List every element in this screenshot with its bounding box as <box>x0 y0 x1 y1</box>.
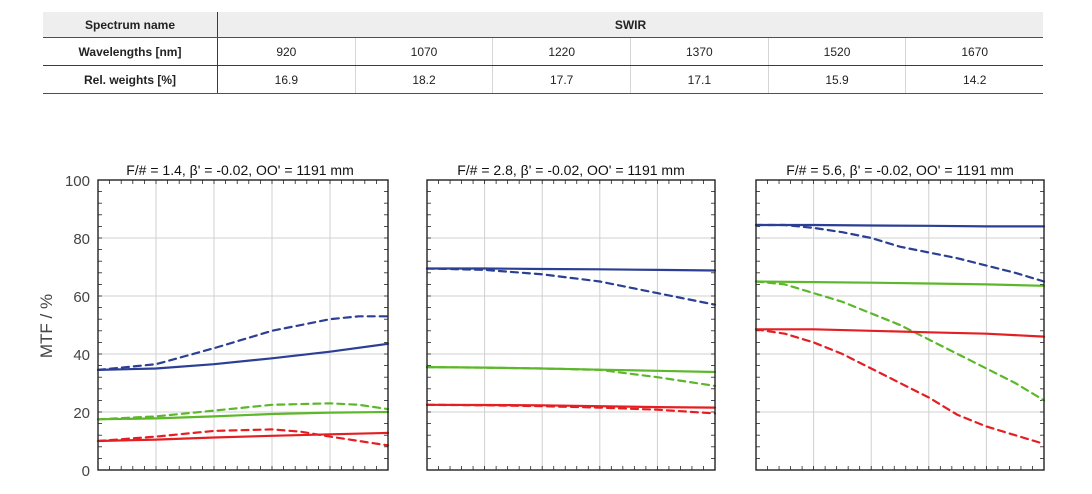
table-row-wavelengths: Wavelengths [nm] 920 1070 1220 1370 1520… <box>43 38 1043 66</box>
table-cell: 1070 <box>356 38 494 65</box>
table-row-weights: Rel. weights [%] 16.9 18.2 17.7 17.1 15.… <box>43 66 1043 94</box>
row-label: Wavelengths [nm] <box>43 38 218 65</box>
y-tick-label: 80 <box>73 231 90 248</box>
series-line-green-solid <box>96 410 390 421</box>
series-line-blue-dashed <box>96 315 390 371</box>
chart-title: F/# = 5.6, β' = -0.02, OO' = 1191 mm <box>786 162 1014 178</box>
table-cell: 1220 <box>493 38 632 65</box>
series-line-red-solid <box>96 431 390 443</box>
table-cell: 920 <box>218 38 356 65</box>
y-tick-label: 100 <box>65 173 90 190</box>
spectrum-table: Spectrum name SWIR Wavelengths [nm] 920 … <box>43 12 1043 94</box>
series-line-red-dashed <box>754 328 1046 445</box>
spectrum-value: SWIR <box>614 17 647 32</box>
series-line-red-dashed <box>96 428 390 447</box>
y-tick-label: 0 <box>82 463 90 480</box>
table-cell: 17.7 <box>493 66 632 93</box>
table-header-row: Spectrum name SWIR <box>43 12 1043 38</box>
plot-frame <box>97 179 389 471</box>
y-axis-label: MTF / % <box>37 294 56 358</box>
table-cell: 14.2 <box>963 72 987 87</box>
series-line-blue-solid <box>96 342 390 371</box>
mtf-charts: MTF / % F/# = 1.4, β' = -0.02, OO' = 119… <box>37 162 1046 480</box>
chart-title: F/# = 2.8, β' = -0.02, OO' = 1191 mm <box>457 162 685 178</box>
chart-panel-2: F/# = 2.8, β' = -0.02, OO' = 1191 mm <box>425 162 717 471</box>
table-cell: 1520 <box>769 38 907 65</box>
series-line-green-dashed <box>425 366 717 387</box>
series-line-green-dashed <box>96 402 390 421</box>
plot-frame <box>755 179 1045 471</box>
series-line-green-solid <box>754 280 1046 287</box>
table-cell: 1670 <box>961 44 989 59</box>
series-line-red-solid <box>754 328 1046 338</box>
series-line-red-dashed <box>425 403 717 415</box>
grid-lines <box>98 180 388 470</box>
minor-ticks <box>97 179 389 471</box>
grid-lines <box>427 180 715 470</box>
series-line-green-dashed <box>754 280 1046 402</box>
y-tick-label: 40 <box>73 347 90 364</box>
table-cell: 1370 <box>631 38 769 65</box>
minor-ticks <box>426 179 716 471</box>
table-cell: 16.9 <box>218 66 356 93</box>
series-line-blue-dashed <box>425 267 717 306</box>
chart-panel-1: F/# = 1.4, β' = -0.02, OO' = 1191 mm 0 20… <box>65 162 390 480</box>
plot-frame <box>426 179 716 471</box>
series-line-blue-solid <box>425 267 717 272</box>
table-cell: 17.1 <box>631 66 769 93</box>
chart-panel-3: F/# = 5.6, β' = -0.02, OO' = 1191 mm <box>754 162 1046 471</box>
header-label: Spectrum name <box>43 12 218 37</box>
y-tick-label: 60 <box>73 289 90 306</box>
row-label: Rel. weights [%] <box>43 66 218 93</box>
grid-lines <box>756 180 1044 470</box>
series-line-blue-dashed <box>754 223 1046 283</box>
table-cell: 18.2 <box>356 66 494 93</box>
chart-title: F/# = 1.4, β' = -0.02, OO' = 1191 mm <box>126 162 354 178</box>
y-tick-label: 20 <box>73 405 90 422</box>
series-line-blue-solid <box>754 223 1046 228</box>
table-cell: 15.9 <box>769 66 907 93</box>
